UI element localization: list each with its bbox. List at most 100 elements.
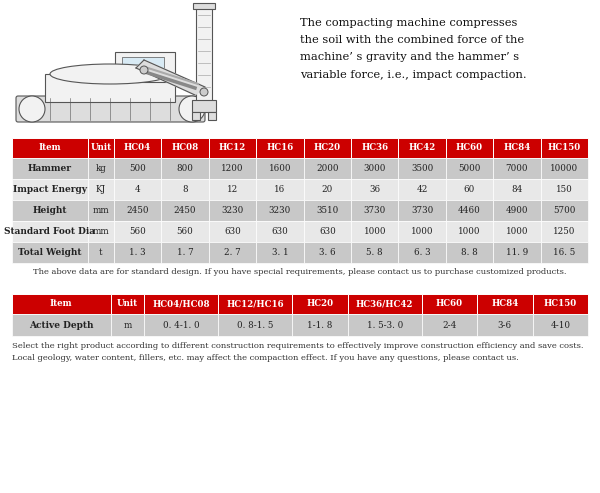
Text: Impact Energy: Impact Energy: [13, 185, 87, 194]
Text: 5. 8: 5. 8: [367, 248, 383, 257]
Bar: [88, 138, 114, 158]
Text: 1600: 1600: [269, 164, 291, 173]
Text: 7000: 7000: [506, 164, 528, 173]
Text: 84: 84: [511, 185, 523, 194]
Bar: [493, 242, 541, 263]
Text: The above data are for standard design. If you have special requirements, please: The above data are for standard design. …: [33, 268, 567, 276]
Text: 2450: 2450: [127, 206, 149, 215]
Bar: [218, 314, 292, 336]
Bar: [541, 200, 588, 221]
Text: 3230: 3230: [221, 206, 244, 215]
Text: 0. 4-1. 0: 0. 4-1. 0: [163, 320, 200, 329]
Text: HC36/HC42: HC36/HC42: [356, 300, 413, 309]
Text: 3730: 3730: [411, 206, 433, 215]
Bar: [12, 179, 88, 200]
Bar: [493, 200, 541, 221]
Bar: [209, 242, 256, 263]
Bar: [196, 5, 212, 105]
Bar: [351, 158, 398, 179]
Text: 16. 5: 16. 5: [553, 248, 575, 257]
Text: 1-1. 8: 1-1. 8: [307, 320, 333, 329]
Text: 4900: 4900: [506, 206, 528, 215]
Text: 3. 6: 3. 6: [319, 248, 335, 257]
Bar: [446, 221, 493, 242]
Bar: [304, 158, 351, 179]
Bar: [348, 294, 422, 314]
Text: 560: 560: [129, 227, 146, 236]
Text: 1. 7: 1. 7: [176, 248, 193, 257]
Circle shape: [200, 88, 208, 96]
Text: 1. 5-3. 0: 1. 5-3. 0: [367, 320, 403, 329]
Bar: [351, 221, 398, 242]
Bar: [541, 179, 588, 200]
Text: Unit: Unit: [117, 300, 138, 309]
Bar: [161, 138, 209, 158]
Bar: [192, 112, 200, 120]
Text: HC20: HC20: [314, 143, 341, 152]
Text: mm: mm: [92, 206, 109, 215]
Text: Item: Item: [50, 300, 73, 309]
Text: HC20: HC20: [307, 300, 334, 309]
Bar: [398, 221, 446, 242]
Text: 1000: 1000: [506, 227, 528, 236]
Text: 1200: 1200: [221, 164, 244, 173]
Text: Item: Item: [38, 143, 61, 152]
Bar: [209, 179, 256, 200]
Text: 1000: 1000: [411, 227, 433, 236]
Text: Unit: Unit: [91, 143, 112, 152]
Text: 4: 4: [135, 185, 140, 194]
Bar: [256, 200, 304, 221]
Bar: [110, 294, 145, 314]
Bar: [446, 158, 493, 179]
Text: Standard Foot Dia: Standard Foot Dia: [4, 227, 95, 236]
Bar: [422, 314, 477, 336]
Bar: [88, 200, 114, 221]
Text: HC84: HC84: [503, 143, 530, 152]
Bar: [209, 200, 256, 221]
Text: Select the right product according to different construction requirements to eff: Select the right product according to di…: [12, 342, 583, 361]
Bar: [541, 138, 588, 158]
Text: HC16: HC16: [266, 143, 293, 152]
Text: m: m: [124, 320, 131, 329]
Bar: [114, 242, 161, 263]
Bar: [115, 52, 175, 82]
Ellipse shape: [50, 64, 170, 84]
Bar: [493, 158, 541, 179]
Bar: [45, 74, 175, 102]
Bar: [493, 138, 541, 158]
Bar: [351, 138, 398, 158]
Bar: [292, 294, 348, 314]
Text: HC150: HC150: [548, 143, 581, 152]
Text: 1000: 1000: [364, 227, 386, 236]
Text: t: t: [99, 248, 103, 257]
Text: 630: 630: [319, 227, 335, 236]
Text: Hammer: Hammer: [28, 164, 72, 173]
Bar: [208, 112, 216, 120]
Text: 2-4: 2-4: [442, 320, 457, 329]
Bar: [351, 200, 398, 221]
Text: Total Weight: Total Weight: [18, 248, 82, 257]
Bar: [398, 200, 446, 221]
Text: 60: 60: [464, 185, 475, 194]
Bar: [256, 179, 304, 200]
Text: 12: 12: [227, 185, 238, 194]
Bar: [477, 294, 533, 314]
Bar: [533, 314, 588, 336]
Text: 0. 8-1. 5: 0. 8-1. 5: [237, 320, 274, 329]
Text: Height: Height: [32, 206, 67, 215]
Bar: [114, 200, 161, 221]
Bar: [304, 242, 351, 263]
Bar: [446, 138, 493, 158]
Circle shape: [179, 96, 205, 122]
Bar: [209, 138, 256, 158]
Text: 8. 8: 8. 8: [461, 248, 478, 257]
Text: 3-6: 3-6: [498, 320, 512, 329]
Text: 3. 1: 3. 1: [272, 248, 288, 257]
Bar: [114, 158, 161, 179]
Text: kg: kg: [95, 164, 106, 173]
Text: 4-10: 4-10: [550, 320, 570, 329]
Bar: [351, 179, 398, 200]
Text: HC36: HC36: [361, 143, 388, 152]
Bar: [161, 179, 209, 200]
Text: 16: 16: [274, 185, 286, 194]
